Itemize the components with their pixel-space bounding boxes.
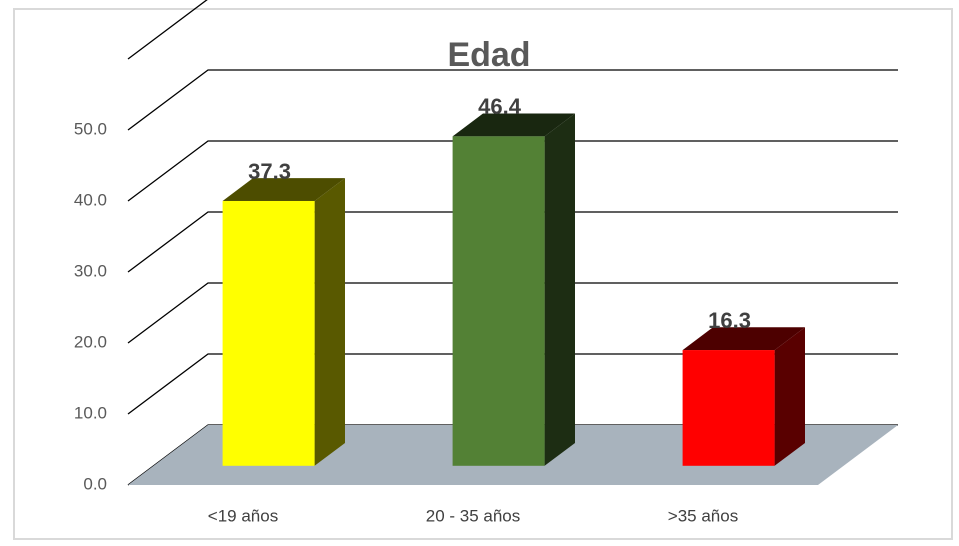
grid-line: [127, 353, 898, 415]
y-tick-label: 20.0: [74, 332, 107, 351]
grid-line: [127, 140, 898, 202]
grid-line: [127, 0, 208, 60]
bar-side: [544, 113, 575, 466]
bar-top: [222, 178, 345, 201]
bar: [682, 350, 775, 466]
grid-line: [127, 211, 898, 273]
y-tick-label: 50.0: [74, 119, 107, 138]
bar: [222, 200, 315, 466]
bar-side: [774, 327, 805, 466]
x-tick-label: >35 años: [668, 506, 738, 525]
y-tick-label: 30.0: [74, 261, 107, 280]
bar: [452, 136, 545, 466]
data-label: 46.4: [478, 94, 522, 119]
x-tick-label: <19 años: [208, 506, 278, 525]
data-label: 16.3: [708, 308, 751, 333]
y-tick-label: 0.0: [83, 474, 107, 493]
y-tick-label: 40.0: [74, 190, 107, 209]
y-tick-label: 10.0: [74, 403, 107, 422]
bar-side: [314, 178, 345, 466]
chart-title: Edad: [447, 36, 530, 74]
grid-line: [127, 69, 898, 131]
bar-top: [452, 113, 575, 137]
data-label: 37.3: [248, 159, 291, 184]
x-tick-label: 20 - 35 años: [426, 506, 521, 525]
grid-line: [127, 282, 898, 344]
bar-top: [682, 327, 805, 351]
